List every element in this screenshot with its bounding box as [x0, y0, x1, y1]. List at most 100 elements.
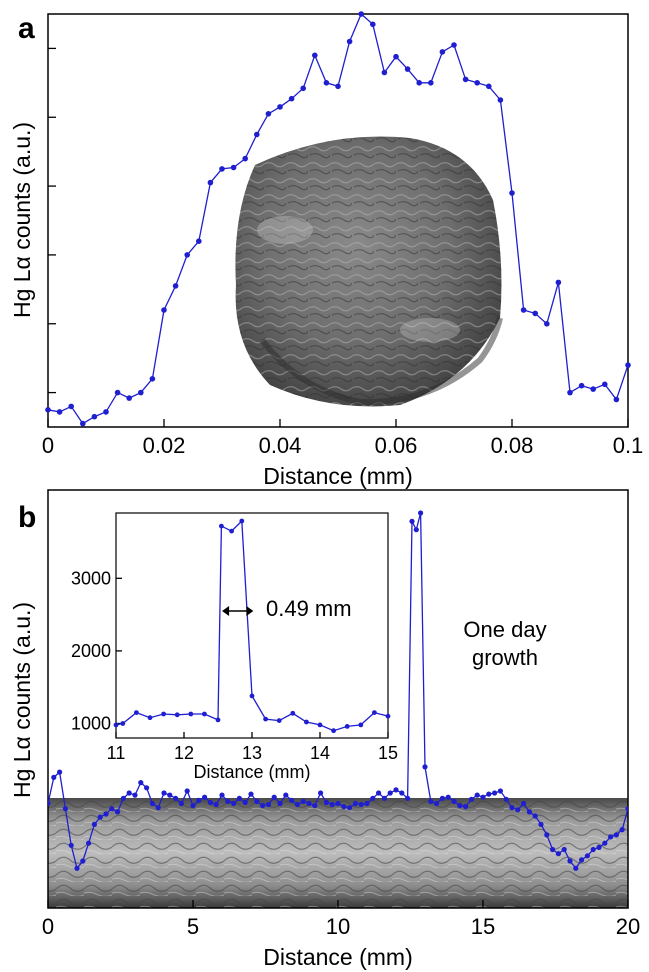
- data-point: [399, 790, 405, 796]
- data-point: [573, 865, 579, 871]
- data-point: [387, 790, 393, 796]
- panel-b-xlabel: Distance (mm): [263, 944, 413, 970]
- data-point: [331, 728, 336, 734]
- data-point: [196, 797, 202, 804]
- data-point: [532, 813, 538, 819]
- data-point: [347, 805, 353, 811]
- annotation-one-day: One day: [463, 617, 546, 642]
- data-point: [184, 252, 190, 258]
- data-point: [109, 806, 115, 812]
- data-point: [625, 806, 628, 812]
- data-point: [62, 806, 68, 812]
- data-point: [230, 164, 237, 171]
- x-tick-label: 0.06: [375, 433, 418, 458]
- data-point: [253, 131, 260, 138]
- data-point: [376, 790, 382, 796]
- data-point: [346, 38, 353, 45]
- data-point: [555, 851, 562, 857]
- data-point: [370, 795, 376, 801]
- data-point: [242, 155, 248, 162]
- data-point: [91, 413, 98, 420]
- data-point: [126, 395, 132, 401]
- data-point: [202, 711, 207, 717]
- data-point: [428, 798, 434, 805]
- data-point: [474, 792, 480, 798]
- data-point: [492, 790, 498, 796]
- data-point: [260, 803, 266, 809]
- data-point: [474, 80, 481, 86]
- data-point: [497, 788, 503, 794]
- data-point: [439, 49, 446, 55]
- panel-b-axes: 0 5 10 15 20: [42, 489, 640, 939]
- data-point: [312, 803, 318, 809]
- data-point: [138, 780, 144, 786]
- x-tick-label: 0.04: [259, 433, 302, 458]
- panel-b-series: [48, 510, 628, 871]
- fiber-image: [48, 798, 628, 908]
- data-point: [445, 794, 451, 800]
- data-point: [422, 764, 428, 770]
- data-point: [596, 844, 602, 851]
- data-point: [318, 790, 324, 796]
- data-point: [323, 799, 329, 806]
- data-point: [242, 799, 248, 806]
- data-point: [45, 407, 51, 413]
- data-point: [265, 111, 272, 117]
- data-point: [372, 710, 377, 715]
- data-point: [86, 840, 92, 846]
- x-tick-label: 20: [616, 914, 640, 939]
- data-point: [434, 800, 440, 807]
- data-point: [115, 809, 121, 815]
- data-point: [413, 527, 419, 533]
- inset-frame: [115, 512, 389, 739]
- data-point: [207, 799, 213, 806]
- x-tick-label: 5: [187, 914, 199, 939]
- x-tick-label: 15: [471, 914, 495, 939]
- data-point: [509, 805, 515, 811]
- data-point: [550, 846, 556, 853]
- panel-a-frame: [47, 13, 629, 428]
- data-point: [584, 853, 591, 859]
- data-point: [196, 238, 202, 244]
- data-point: [409, 518, 415, 524]
- data-point: [590, 846, 596, 853]
- data-point: [480, 794, 486, 800]
- data-point: [538, 821, 544, 828]
- x-tick-label: 0.08: [491, 433, 534, 458]
- arrow-head-left: [222, 606, 230, 616]
- data-point: [306, 800, 312, 807]
- data-point: [56, 409, 63, 415]
- data-point: [364, 800, 370, 807]
- data-point: [329, 801, 335, 808]
- x-tick-label: 0.02: [143, 433, 186, 458]
- data-point: [225, 798, 231, 805]
- x-tick-label: 15: [378, 743, 398, 763]
- data-point: [462, 76, 469, 83]
- data-point: [57, 769, 63, 775]
- panel-a-label: a: [18, 12, 35, 45]
- data-point: [120, 795, 126, 801]
- data-point: [113, 722, 119, 728]
- data-point: [404, 66, 411, 72]
- data-point: [254, 798, 260, 805]
- data-point: [249, 693, 255, 699]
- data-point: [215, 717, 221, 723]
- x-tick-label: 0.1: [613, 433, 644, 458]
- data-point: [236, 795, 242, 801]
- data-point: [358, 11, 365, 17]
- data-point: [91, 821, 97, 828]
- data-point: [381, 795, 387, 801]
- data-point: [521, 800, 527, 807]
- data-point: [184, 788, 190, 794]
- x-tick-label: 14: [310, 743, 330, 763]
- data-point: [126, 790, 132, 796]
- data-point: [229, 528, 235, 534]
- data-point: [290, 710, 296, 716]
- data-point: [393, 53, 399, 60]
- data-point: [312, 52, 318, 59]
- data-point: [277, 104, 283, 110]
- data-point: [103, 409, 109, 415]
- data-point: [555, 279, 562, 286]
- data-point: [385, 713, 391, 719]
